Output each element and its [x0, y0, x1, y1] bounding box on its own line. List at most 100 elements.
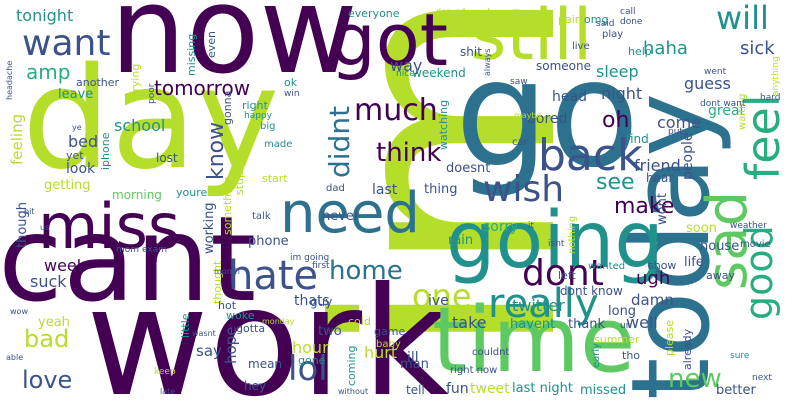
- word-tell: tell: [406, 383, 425, 397]
- word-tweet: tweet: [470, 381, 510, 397]
- word-guess: guess: [684, 74, 731, 93]
- word-make: make: [614, 194, 675, 219]
- word-last-night: last night: [512, 381, 574, 396]
- word-early: early: [591, 342, 602, 368]
- word-go: go: [455, 28, 640, 200]
- word-late: late: [160, 387, 176, 396]
- word-put: put: [668, 127, 683, 137]
- word-dont-want: dont want: [700, 99, 746, 109]
- word-im-going: im going: [290, 253, 330, 263]
- word-gotta: gotta: [236, 322, 266, 335]
- word-hard: hard: [760, 93, 781, 103]
- word-keep: keep: [154, 367, 176, 377]
- word-wow: wow: [10, 307, 28, 316]
- word-one: one: [412, 277, 472, 315]
- word-haha: haha: [643, 38, 688, 59]
- word-right: right: [242, 99, 268, 112]
- word-back: back: [538, 130, 643, 181]
- word-really: really: [488, 281, 599, 327]
- word-ive: ive: [428, 293, 449, 309]
- word-day: day: [22, 38, 280, 201]
- word-ye: ye: [72, 123, 82, 132]
- word-never: never: [322, 209, 360, 224]
- word-find: find: [626, 132, 649, 146]
- word-friend: friend: [634, 156, 681, 175]
- word-game: game: [374, 325, 406, 338]
- word-thats: thats: [294, 293, 330, 309]
- word-wish: wish: [483, 169, 565, 210]
- word-without: without: [338, 387, 369, 396]
- word-done: done: [620, 17, 643, 27]
- word-went: went: [704, 67, 727, 77]
- word-leave: leave: [58, 87, 94, 102]
- word-able: able: [6, 353, 24, 362]
- word-win: win: [284, 89, 300, 99]
- word-another: another: [76, 76, 120, 89]
- word-hot: hot: [218, 299, 237, 312]
- word-big: big: [260, 121, 276, 132]
- word-wanted: wanted: [588, 261, 626, 272]
- word-yet: yet: [66, 149, 84, 162]
- word-weekend: weekend: [412, 66, 466, 80]
- word-hate: hate: [228, 253, 319, 299]
- word-everyone: everyone: [348, 7, 400, 20]
- word-summer: summer: [594, 333, 640, 346]
- word-coming: coming: [345, 345, 358, 386]
- word-night: night: [601, 84, 643, 103]
- word-still: still: [470, 0, 593, 76]
- word-cold: cold: [348, 315, 371, 328]
- word-amp: amp: [26, 60, 71, 84]
- word-stupid: stupid: [233, 160, 246, 195]
- word-ok: ok: [284, 76, 298, 89]
- word-got: got: [330, 0, 448, 82]
- word-already: already: [681, 328, 694, 370]
- word-come: come: [657, 113, 702, 132]
- word-shit: shit: [460, 45, 482, 59]
- word-two: two: [318, 324, 342, 339]
- word-home: home: [329, 256, 403, 286]
- word-much: much: [354, 93, 438, 128]
- word-morning: morning: [112, 188, 162, 202]
- word-mean: mean: [248, 357, 283, 371]
- word-havent: havent: [510, 317, 556, 332]
- word-first: first: [312, 261, 330, 271]
- word-bad: bad: [24, 325, 70, 353]
- word-live: live: [572, 41, 590, 52]
- word-love: love: [22, 366, 73, 394]
- word-well: well: [626, 313, 658, 332]
- word-tho: tho: [622, 349, 641, 362]
- word-work: work: [86, 256, 449, 407]
- word-head: head: [552, 89, 587, 105]
- word-working: working: [202, 202, 217, 254]
- word-thank: thank: [568, 317, 606, 332]
- word-weather: weather: [730, 221, 767, 231]
- word-time: time: [432, 288, 636, 393]
- word-lol: lol: [288, 349, 328, 389]
- word-better: better: [716, 383, 756, 398]
- word-thing: thing: [424, 182, 458, 197]
- word-hurt: hurt: [364, 343, 398, 362]
- word-will: will: [716, 0, 769, 37]
- word-isnt: isnt: [548, 239, 565, 249]
- word-soon: soon: [686, 221, 717, 236]
- word-left: left: [558, 269, 576, 282]
- word-start: start: [262, 172, 288, 185]
- word-phone: phone: [248, 234, 289, 249]
- word-happy: happy: [244, 111, 272, 121]
- word-little: little: [179, 313, 192, 338]
- word-getting: getting: [44, 178, 91, 193]
- word-school: school: [114, 116, 166, 135]
- word-anything: anything: [771, 56, 781, 96]
- word-ill: ill: [407, 350, 419, 366]
- word-show: show: [648, 259, 677, 272]
- word-please: please: [663, 319, 676, 356]
- word-guy: guy: [310, 295, 333, 309]
- word-youre: youre: [176, 186, 208, 199]
- word-headache: headache: [5, 60, 14, 100]
- word-house: house: [700, 239, 740, 254]
- word-it: it: [528, 221, 535, 231]
- word-suck: suck: [30, 272, 67, 291]
- word-sorry: sorry: [483, 219, 519, 235]
- word-made: made: [264, 139, 293, 150]
- word-gone: gone: [298, 354, 326, 367]
